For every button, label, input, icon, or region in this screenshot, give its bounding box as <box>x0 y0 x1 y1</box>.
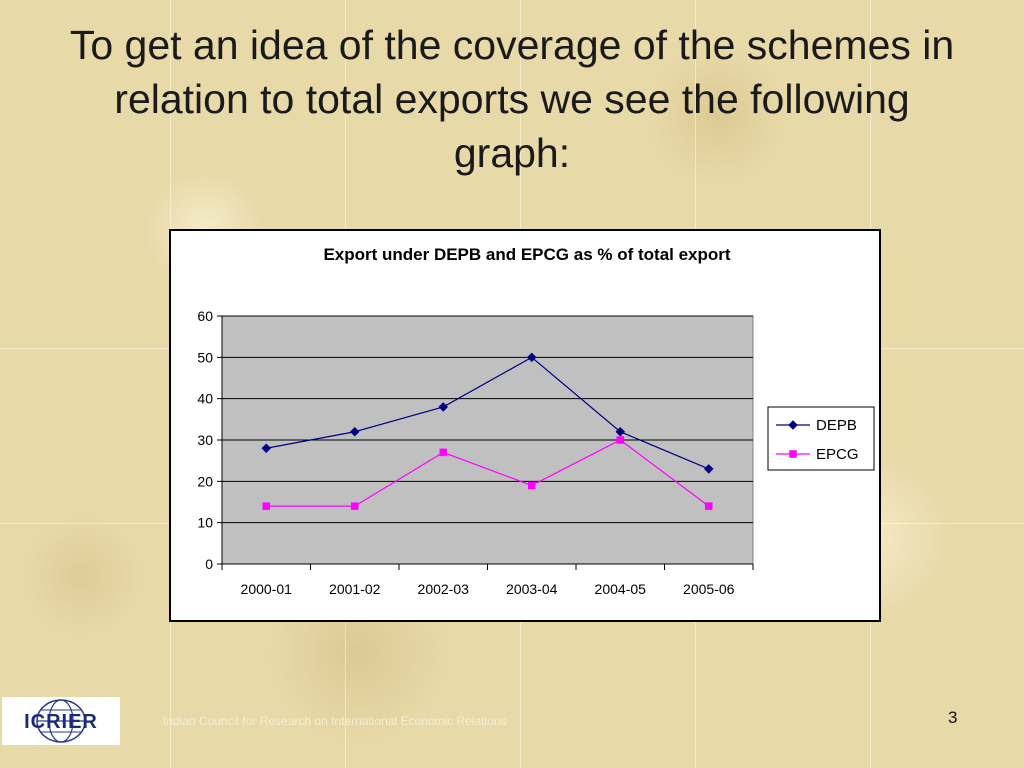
legend-label: EPCG <box>816 446 859 463</box>
x-tick-label: 2003-04 <box>506 581 558 597</box>
legend-label: DEPB <box>816 417 857 434</box>
chart-title: Export under DEPB and EPCG as % of total… <box>323 245 730 264</box>
chart-legend: DEPB EPCG <box>767 406 875 471</box>
data-point-diamond <box>349 426 360 437</box>
x-tick-label: 2004-05 <box>595 581 647 597</box>
data-point-square <box>262 502 270 510</box>
y-tick-label: 50 <box>197 349 213 365</box>
y-tick-label: 30 <box>197 432 213 448</box>
y-tick-label: 10 <box>197 515 213 531</box>
data-point-diamond <box>788 420 798 430</box>
data-point-square <box>439 448 447 457</box>
series-line-depb <box>266 356 709 470</box>
data-point-diamond <box>526 352 537 363</box>
x-tick-label: 2001-02 <box>329 581 381 597</box>
x-tick-label: 2005-06 <box>683 581 735 597</box>
globe-icon: ICRIER <box>24 699 98 743</box>
x-tick-label: 2000-01 <box>241 581 293 597</box>
x-tick-label: 2002-03 <box>418 581 470 597</box>
page-number: 3 <box>948 708 958 727</box>
data-point-square <box>351 502 359 510</box>
data-point-diamond <box>615 426 626 437</box>
footer-organization: Indian Council for Research on Internati… <box>163 714 507 728</box>
chart-frame: Export under DEPB and EPCG as % of total… <box>169 229 881 622</box>
legend-box <box>767 406 875 471</box>
data-point-diamond <box>703 464 714 474</box>
y-tick-label: 20 <box>197 473 213 489</box>
data-point-square <box>789 450 797 458</box>
y-tick-label: 40 <box>197 391 213 407</box>
logo-wordmark: ICRIER <box>24 711 98 733</box>
data-point-square <box>528 481 536 490</box>
y-tick-label: 0 <box>205 556 213 572</box>
data-point-diamond <box>438 402 449 412</box>
data-point-diamond <box>261 443 272 454</box>
plot-area: 0 10 20 30 40 50 60 2000-01 2001-02 2002-03 2003-0… <box>197 308 754 597</box>
icrier-logo: ICRIER <box>2 697 120 745</box>
data-point-square <box>616 436 624 444</box>
y-tick-label: 60 <box>197 308 213 324</box>
line-chart: Export under DEPB and EPCG as % of total… <box>197 245 875 597</box>
slide-title: To get an idea of the coverage of the sc… <box>69 22 955 176</box>
series-line-epcg <box>266 439 710 507</box>
data-point-square <box>705 502 713 510</box>
